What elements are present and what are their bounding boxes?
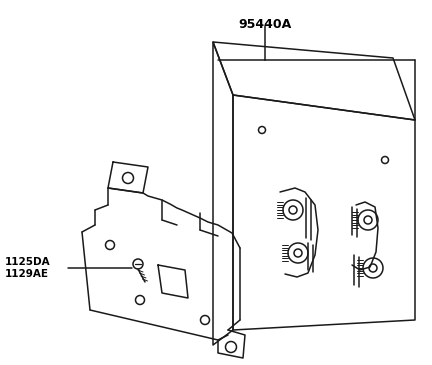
Text: 1125DA: 1125DA bbox=[5, 257, 51, 267]
Text: 1129AE: 1129AE bbox=[5, 269, 49, 279]
Text: 95440A: 95440A bbox=[238, 18, 292, 31]
